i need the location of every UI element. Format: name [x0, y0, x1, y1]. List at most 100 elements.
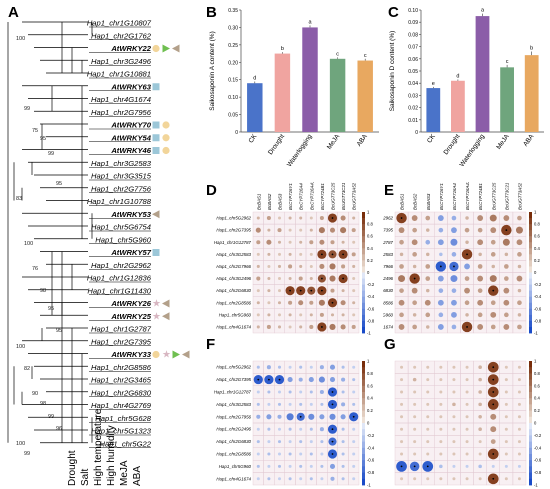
colorbar-segment	[362, 429, 365, 436]
correlation-circle	[413, 427, 417, 431]
correlation-circle	[352, 464, 356, 468]
correlation-circle	[329, 227, 336, 233]
correlation-circle	[352, 289, 356, 293]
y-tick-label: 0.10	[408, 8, 418, 14]
correlation-circle	[411, 239, 418, 246]
correlation-circle	[288, 264, 293, 269]
correlation-circle	[267, 313, 271, 317]
correlation-circle	[412, 313, 417, 317]
stress-marker-triangle-right	[162, 44, 170, 53]
correlation-circle	[452, 365, 456, 369]
panel-label-g: G	[384, 336, 396, 353]
category-label: Drought	[443, 133, 462, 156]
correlation-circle	[438, 227, 444, 233]
row-label: Hap1_chr3G2496	[383, 276, 394, 281]
significance-dot	[413, 465, 416, 468]
leaf-label: Hap1_chr1G2787	[91, 325, 152, 334]
correlation-circle	[319, 427, 324, 432]
bootstrap-label: 100	[16, 441, 25, 447]
correlation-circle	[287, 377, 293, 383]
correlation-circle	[352, 440, 356, 444]
leaf-label: Hap1_chr2G7756	[91, 184, 152, 193]
stress-marker-square	[152, 134, 160, 142]
bootstrap-label: 98	[40, 401, 46, 407]
correlation-circle	[330, 240, 335, 245]
correlation-circle	[426, 378, 430, 382]
colorbar-segment	[362, 385, 365, 393]
correlation-circle	[288, 313, 292, 317]
significance-dot	[278, 378, 281, 381]
correlation-circle	[319, 414, 325, 420]
correlation-circle	[451, 215, 457, 221]
correlation-circle	[308, 377, 314, 383]
correlation-circle	[267, 301, 271, 305]
category-label: MeJA	[326, 133, 342, 151]
leaf-label: AtWRKY33	[110, 350, 151, 359]
correlation-circle	[438, 312, 444, 318]
correlation-circle	[320, 477, 324, 481]
correlation-circle	[490, 300, 496, 306]
significance-dot	[492, 403, 495, 406]
correlation-circle	[504, 264, 509, 269]
leaf-label: Hap1_chr1G12836	[87, 274, 152, 283]
correlation-circle	[278, 477, 281, 481]
correlation-circle	[452, 440, 456, 444]
significance-dot	[321, 289, 323, 292]
correlation-circle	[426, 228, 430, 232]
column-label: BcCYP724B1	[320, 183, 325, 210]
stress-legend-label: MeJA	[119, 460, 130, 486]
correlation-circle	[504, 378, 508, 382]
correlation-circle	[319, 365, 324, 370]
correlation-circle	[320, 464, 324, 468]
column-label: BcBAS3	[278, 193, 283, 210]
colorbar-label: 0.8	[367, 371, 373, 376]
correlation-circle	[299, 464, 303, 468]
colorbar-segment	[362, 320, 365, 328]
correlation-circle	[340, 414, 346, 420]
correlation-circle	[277, 264, 282, 268]
significance-dot	[439, 265, 442, 268]
correlation-circle	[277, 325, 282, 329]
correlation-circle	[351, 324, 356, 329]
correlation-circle	[517, 402, 521, 406]
colorbar-segment	[529, 284, 532, 292]
correlation-circle	[477, 264, 483, 269]
correlation-circle	[491, 464, 495, 468]
significance-dot	[492, 289, 495, 292]
correlation-circle	[490, 413, 497, 420]
correlation-circle	[318, 376, 325, 383]
bar	[274, 53, 291, 133]
correlation-circle	[412, 227, 417, 233]
correlation-circle	[465, 440, 469, 444]
correlation-circle	[503, 215, 510, 221]
category-label: Drought	[267, 133, 286, 156]
correlation-circle	[256, 240, 261, 245]
significance-letter: e	[432, 81, 435, 87]
significance-letter: c	[506, 59, 509, 65]
y-tick-label: 0.06	[408, 57, 418, 63]
correlation-circle	[288, 427, 292, 431]
correlation-circle	[439, 402, 443, 406]
category-label: ABA	[356, 133, 370, 148]
correlation-circle	[451, 299, 457, 306]
colorbar-label: 0.8	[534, 371, 540, 376]
correlation-circle	[309, 228, 313, 232]
correlation-circle	[352, 427, 356, 431]
correlation-circle	[504, 452, 508, 456]
correlation-circle	[319, 216, 324, 221]
significance-letter: d	[456, 74, 459, 80]
correlation-circle	[256, 477, 260, 481]
correlation-circle	[299, 402, 303, 406]
colorbar-label: 0.4	[534, 396, 540, 401]
colorbar-segment	[529, 423, 532, 430]
colorbar-label: -0.8	[367, 318, 375, 323]
correlation-circle	[298, 276, 303, 281]
correlation-circle	[309, 427, 313, 431]
colorbar-segment	[529, 260, 532, 267]
correlation-circle	[464, 263, 470, 270]
correlation-circle	[277, 240, 282, 244]
bar	[247, 83, 263, 132]
colorbar-segment	[362, 284, 365, 292]
correlation-circle	[437, 275, 444, 282]
correlation-circle	[308, 413, 315, 420]
